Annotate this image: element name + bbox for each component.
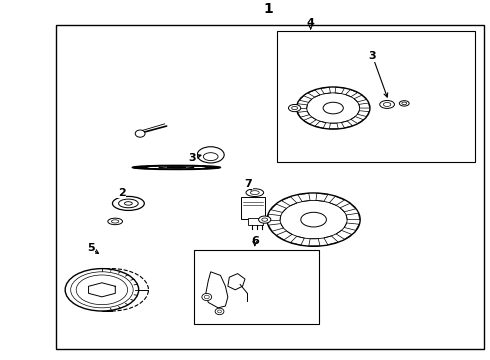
FancyBboxPatch shape <box>241 197 265 219</box>
Ellipse shape <box>246 189 264 197</box>
Ellipse shape <box>197 147 224 163</box>
Ellipse shape <box>65 269 139 311</box>
Ellipse shape <box>259 216 271 223</box>
Ellipse shape <box>113 197 145 211</box>
Bar <box>194 250 318 324</box>
Text: 6: 6 <box>251 236 259 246</box>
Bar <box>277 31 475 162</box>
Text: 3: 3 <box>188 153 196 163</box>
Ellipse shape <box>108 218 122 225</box>
Circle shape <box>135 130 145 137</box>
Text: 1: 1 <box>264 2 273 16</box>
Ellipse shape <box>301 212 326 227</box>
Circle shape <box>215 308 224 315</box>
Ellipse shape <box>296 87 370 129</box>
Text: 2: 2 <box>118 188 125 198</box>
Ellipse shape <box>399 101 409 106</box>
Ellipse shape <box>159 167 194 168</box>
Text: 3: 3 <box>368 51 376 61</box>
Ellipse shape <box>289 104 301 112</box>
Ellipse shape <box>132 165 220 170</box>
Ellipse shape <box>380 100 394 108</box>
Ellipse shape <box>323 102 343 114</box>
Text: 5: 5 <box>87 243 95 253</box>
Text: 7: 7 <box>245 179 252 189</box>
Ellipse shape <box>267 193 360 246</box>
Text: 4: 4 <box>307 18 315 28</box>
Bar <box>56 25 484 349</box>
Bar <box>248 218 263 225</box>
Circle shape <box>202 293 212 301</box>
